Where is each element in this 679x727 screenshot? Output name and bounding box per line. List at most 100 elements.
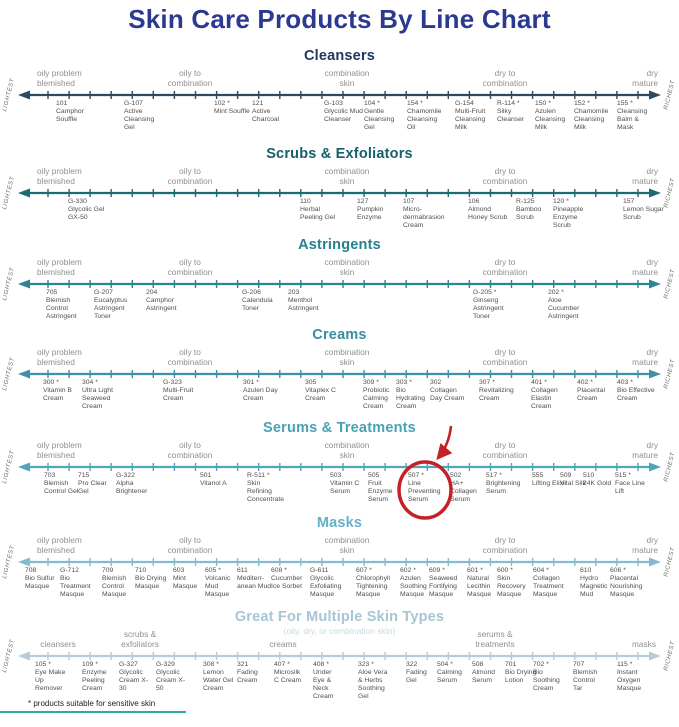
section-masks: Masks oily problem blemished oily to combi… [0, 511, 679, 609]
skin-type-label: masks [632, 638, 656, 649]
product-label: 302 Collagen Day Cream [430, 379, 468, 403]
product-name: Azulen Cleansing Milk [535, 108, 566, 132]
product-name: Placental Nourishing Masque [610, 575, 643, 599]
section-great-for-multiple-skin-types: Great For Multiple Skin Types (oily, dry,… [0, 605, 679, 703]
axis-right-arrowhead [649, 188, 661, 198]
product-code: R-125 [516, 198, 535, 205]
section-title: Scrubs & Exfoliators [266, 146, 413, 162]
product-label: 601 * Natural Lecithin Masque [467, 567, 501, 599]
product-name: Vitanol A [200, 480, 227, 488]
product-code: 309 * [363, 379, 379, 386]
product-code: 403 * [617, 379, 633, 386]
product-code: 301 * [243, 379, 259, 386]
section-cleansers: Cleansers oily problem blemished oily to c… [0, 44, 679, 142]
skin-type-label: oily problem blemished [37, 166, 82, 186]
product-name: Mint Souffle [214, 108, 250, 116]
product-label: 608 * Cucumber Ice Sorbet [271, 567, 305, 591]
product-label: 715 Pro Clear Gel [78, 472, 114, 496]
product-code: 600 * [497, 567, 513, 574]
product-code: 204 [146, 289, 158, 296]
product-name: Bio Drying Masque [135, 575, 167, 591]
product-name: Microsilk C Cream [274, 669, 302, 685]
product-name: Mediterr- anean Mud [237, 575, 272, 591]
product-name: Active Cleansing Gel [124, 108, 155, 132]
product-name: Aloe Cucumber Astringent [548, 297, 580, 321]
axis-left-arrowhead [18, 188, 30, 198]
product-name: Brightening Serum [486, 480, 521, 496]
product-code: 604 * [533, 567, 549, 574]
product-name: Alpha Brightener [116, 480, 148, 496]
skin-type-label: combination skin [324, 347, 370, 367]
skin-type-label: dry to combination [482, 166, 528, 186]
product-name: Natural Lecithin Masque [467, 575, 492, 599]
product-label: 609 * Seaweed Fortifying Masque [429, 567, 463, 599]
product-label: R-114 * Silky Cleanser [497, 100, 537, 124]
richness-axis [18, 462, 661, 472]
product-label: 101 Camphor Souffle [56, 100, 96, 124]
product-code: 154 * [407, 100, 423, 107]
section-title: Masks [316, 515, 363, 531]
product-label: 204 Camphor Astringent [146, 289, 190, 313]
product-code: 705 [46, 289, 58, 296]
product-code: 300 * [43, 379, 59, 386]
product-code: 707 [573, 661, 585, 668]
axis-right-arrowhead [649, 651, 661, 661]
product-name: Calming Serum [437, 669, 462, 685]
product-name: Lemon Water Gel Cream [203, 669, 234, 693]
product-label: G-329 Glycolic Cream X-50 [156, 661, 188, 693]
footnote-underline [0, 711, 186, 713]
product-name: Bio Soothing Cream [533, 669, 560, 693]
product-label: 707 Blemish Control Tar [573, 661, 605, 693]
product-code: 601 * [467, 567, 483, 574]
skin-type-label: oily problem blemished [37, 257, 82, 277]
product-name: Bio Drying Lotion [505, 669, 537, 685]
product-label: G-205 * Ginseng Astringent Toner [473, 289, 517, 321]
product-label: G-154 Multi-Fruit Cleansing Milk [455, 100, 495, 132]
product-code: G-712 [60, 567, 79, 574]
skin-type-label: dry mature [632, 166, 658, 186]
skin-type-label: combination skin [324, 257, 370, 277]
product-code: G-611 [310, 567, 329, 574]
product-name: Vitaplex C Cream [305, 387, 336, 403]
product-name: Multi-Fruit Cleansing Milk [455, 108, 486, 132]
product-name: Face Line Lift [615, 480, 645, 496]
skin-type-label: creams [269, 638, 297, 649]
product-code: 121 [252, 100, 264, 107]
product-label: 600 * Skin Recovery Masque [497, 567, 531, 599]
axis-left-arrowhead [18, 90, 30, 100]
product-label: 501 Vitanol A [200, 472, 236, 488]
product-label: R-511 * Skin Refining Concentrate [247, 472, 284, 504]
richness-axis [18, 557, 661, 567]
product-code: 407 * [274, 661, 290, 668]
product-name: Chamomile Cleansing Oil [407, 108, 442, 132]
product-name: Cleansing Balm & Mask [617, 108, 648, 132]
product-name: Micro- dermabrasion Cream [403, 206, 445, 230]
product-label: 121 Active Charcoal [252, 100, 292, 124]
skin-type-label: dry to combination [482, 440, 528, 460]
product-code: 508 [472, 661, 484, 668]
product-name: Aloe Vera & Herbs Soothing Gel [358, 669, 388, 701]
product-label: 303 * Bio Hydrating Cream [396, 379, 434, 411]
product-code: G-107 [124, 100, 143, 107]
product-label: 708 Bio Sulfur Masque [25, 567, 59, 591]
product-code: 323 * [358, 661, 374, 668]
product-name: Bamboo Scrub [516, 206, 542, 222]
product-name: Glycolic Mud Cleanser [324, 108, 363, 124]
product-name: Chlorophyll Tightening Masque [356, 575, 391, 599]
product-code: 504 * [437, 661, 453, 668]
skin-type-label: oily to combination [167, 257, 213, 277]
product-code: 321 [237, 661, 249, 668]
product-label: 607 * Chlorophyll Tightening Masque [356, 567, 390, 599]
product-code: 503 [330, 472, 342, 479]
product-label: G-206 Calendula Toner [242, 289, 286, 313]
product-label: 109 * Enzyme Peeling Cream [82, 661, 114, 693]
product-code: 607 * [356, 567, 372, 574]
product-code: 150 * [535, 100, 551, 107]
product-code: 101 [56, 100, 68, 107]
product-label: G-327 Glycolic Cream X-30 [119, 661, 151, 693]
product-name: Bio Treatment Masque [60, 575, 91, 599]
product-code: 107 [403, 198, 415, 205]
skin-type-label: dry to combination [482, 68, 528, 88]
product-code: G-103 [324, 100, 343, 107]
